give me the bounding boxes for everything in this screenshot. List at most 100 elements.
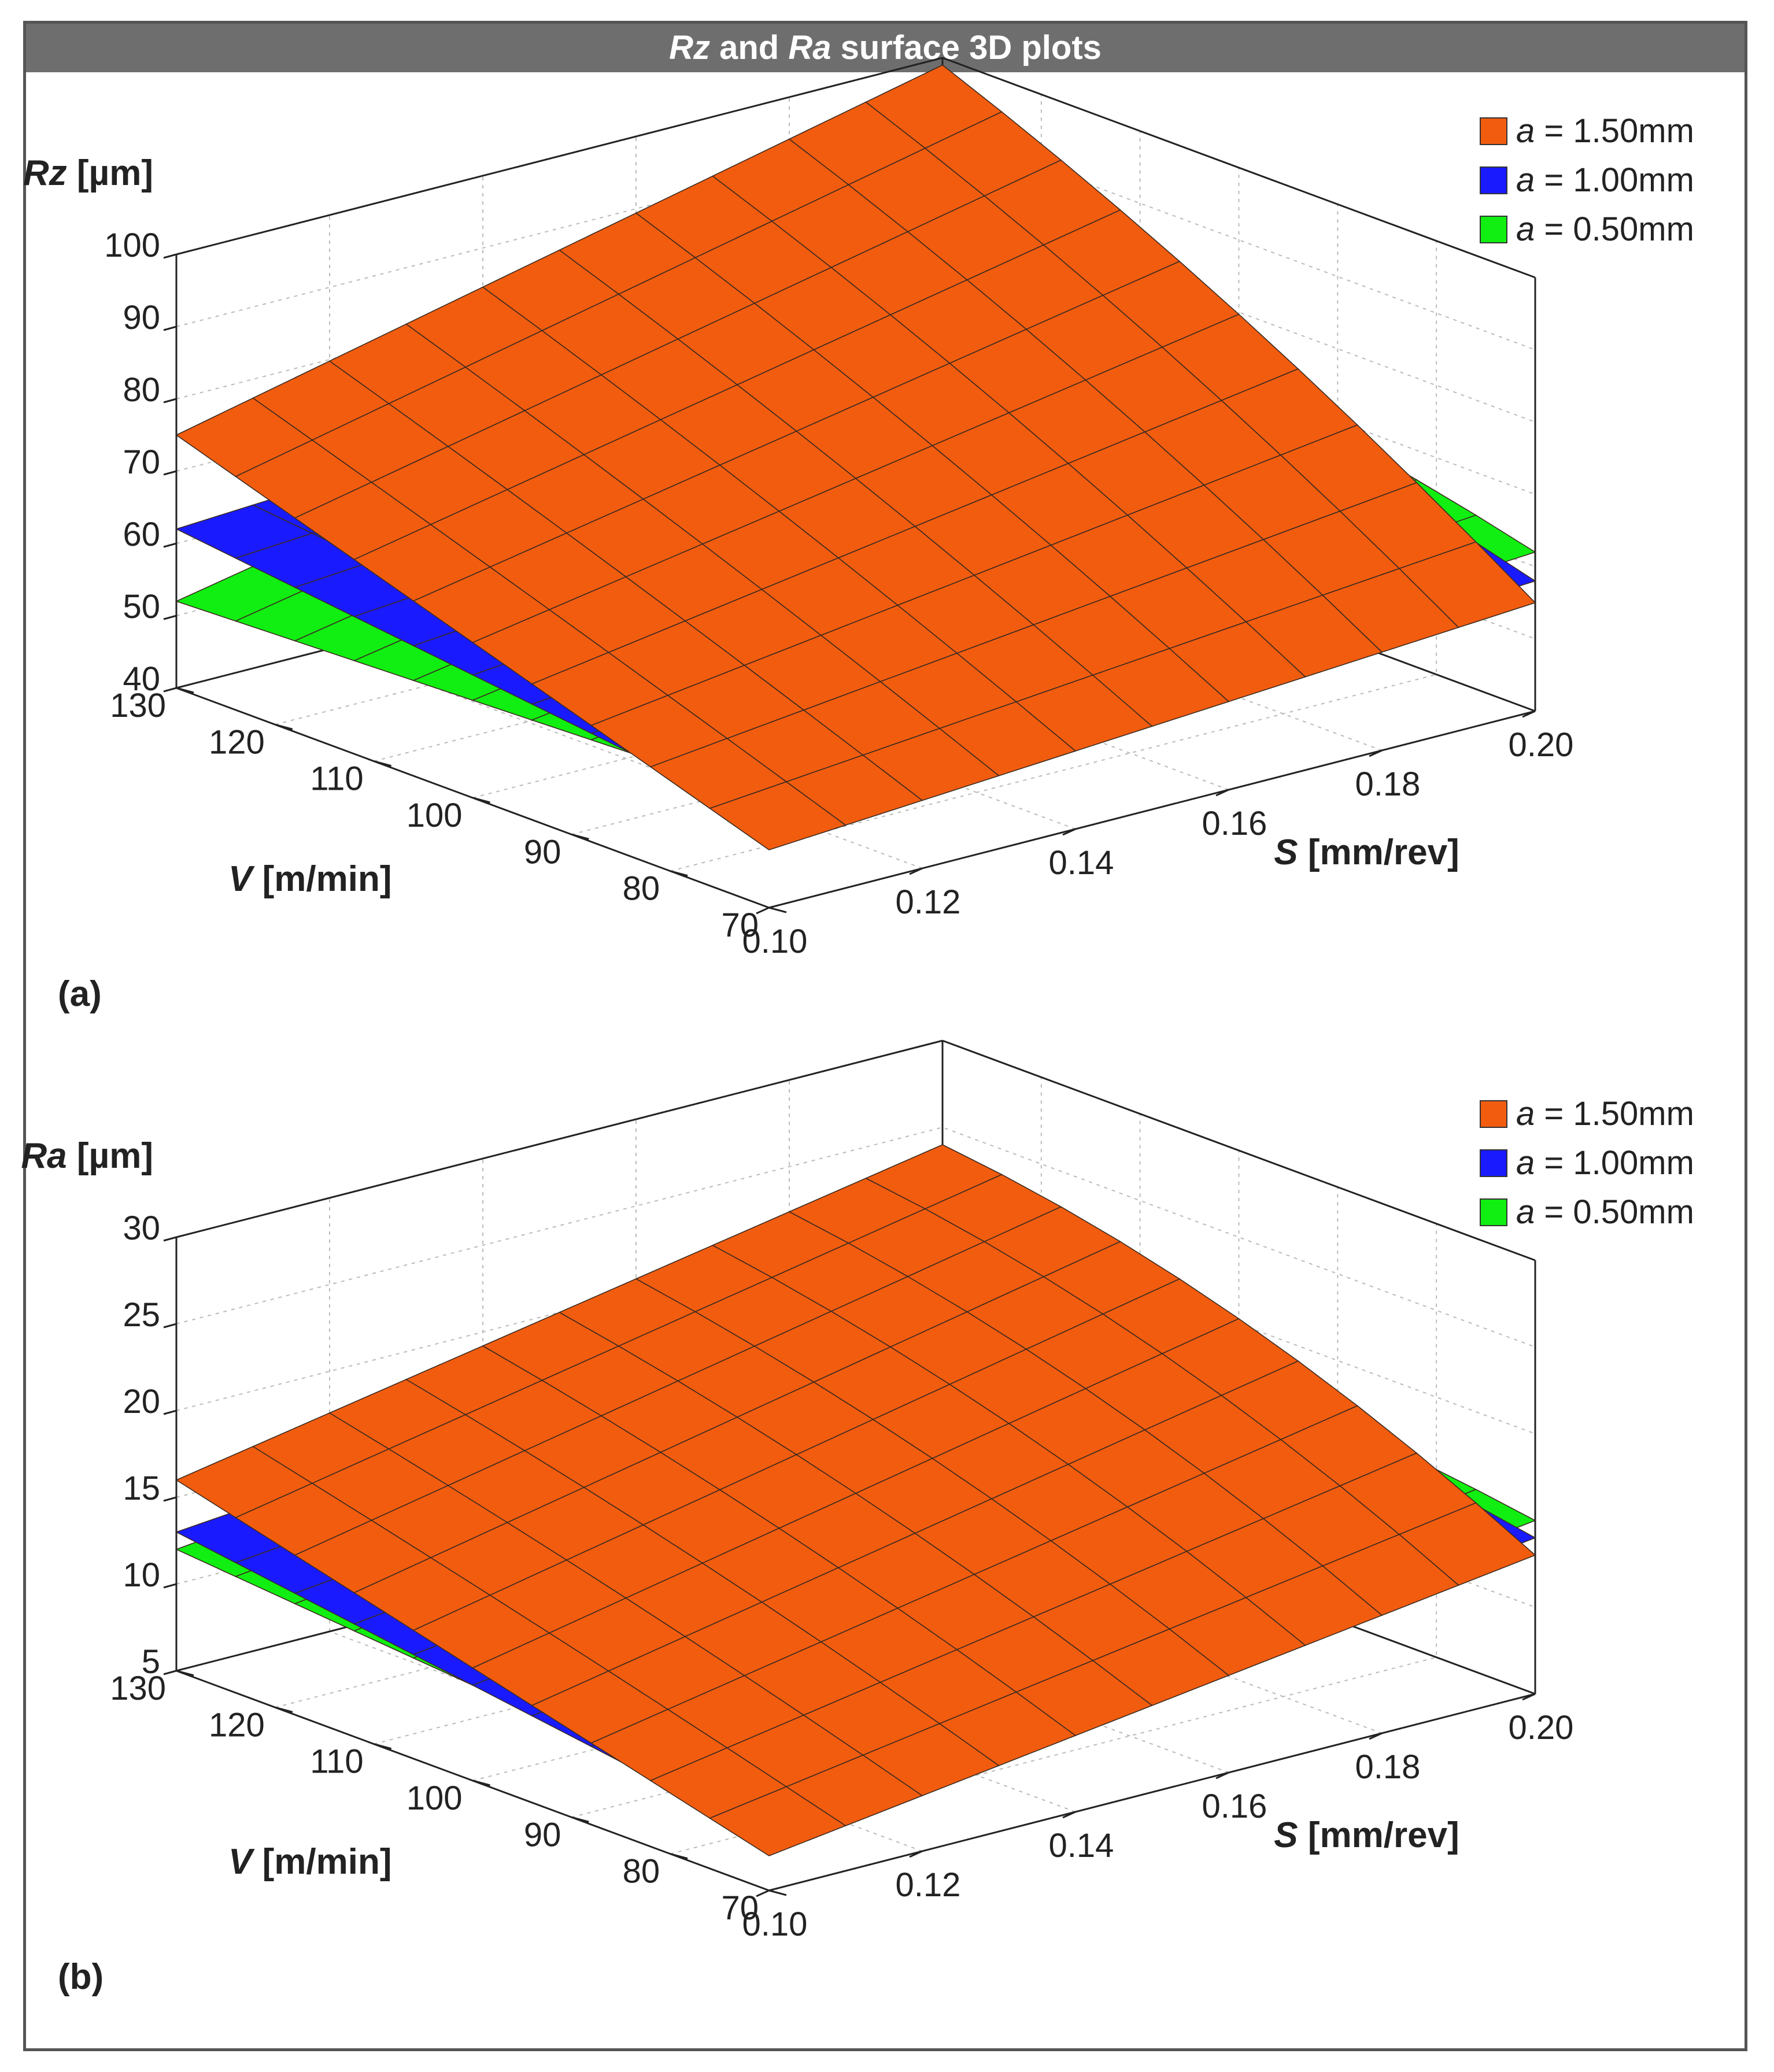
y-tick bbox=[571, 1816, 589, 1823]
z-tick-label: 100 bbox=[104, 227, 160, 264]
legend-label: a = 1.00mm bbox=[1516, 161, 1694, 199]
x-tick bbox=[909, 1850, 923, 1858]
z-tick bbox=[163, 1583, 177, 1589]
y-axis-label: V [m/min] bbox=[228, 859, 391, 899]
legend-swatch bbox=[1480, 117, 1507, 145]
z-tick-label: 5 bbox=[142, 1643, 160, 1681]
legend-label: a = 1.50mm bbox=[1516, 112, 1694, 150]
title-ra: Ra bbox=[788, 29, 831, 66]
grid-line bbox=[472, 168, 1240, 798]
legend-swatch bbox=[1480, 166, 1507, 194]
x-tick bbox=[1215, 789, 1229, 797]
z-tick bbox=[163, 253, 177, 259]
legend-swatch bbox=[1480, 216, 1507, 243]
y-tick-label: 70 bbox=[721, 906, 759, 944]
grid-line bbox=[571, 204, 1339, 835]
y-tick-label: 100 bbox=[406, 1779, 463, 1817]
legend-swatch bbox=[1480, 1198, 1507, 1226]
legend-label: a = 0.50mm bbox=[1516, 1193, 1694, 1231]
y-tick bbox=[670, 1853, 688, 1860]
z-tick-label: 90 bbox=[123, 299, 160, 336]
z-tick bbox=[163, 1409, 177, 1415]
x-tick bbox=[1062, 1811, 1076, 1819]
y-tick bbox=[275, 1706, 293, 1713]
x-axis-label: S [mm/rev] bbox=[1274, 832, 1459, 872]
surface-patch bbox=[1398, 1502, 1536, 1586]
x-tick-label: 0.20 bbox=[1509, 1709, 1574, 1747]
figure-title: Rz and Ra surface 3D plots bbox=[26, 24, 1745, 72]
y-tick bbox=[768, 906, 787, 913]
y-axis-label: V [m/min] bbox=[228, 1842, 391, 1882]
title-rz: Rz bbox=[669, 29, 710, 66]
title-and: and bbox=[719, 29, 779, 66]
axis-line bbox=[942, 57, 1536, 279]
y-tick bbox=[768, 1889, 787, 1896]
z-tick bbox=[163, 470, 177, 476]
z-axis-label: Rz [µm] bbox=[23, 153, 153, 193]
x-tick-label: 0.10 bbox=[742, 1906, 808, 1943]
x-tick bbox=[909, 867, 923, 875]
z-tick-label: 60 bbox=[123, 516, 160, 553]
legend-label: a = 0.50mm bbox=[1516, 210, 1694, 248]
x-tick-label: 0.10 bbox=[742, 923, 808, 960]
grid-line bbox=[472, 1150, 1240, 1781]
chart-b: 5 10 15 20 25 30 0.10 0.12 0.14 0.16 0.18 0.20 70 80 9… bbox=[21, 1039, 1694, 1997]
surface-a-1-50mm bbox=[175, 1144, 1536, 1856]
z-axis-label: Ra [µm] bbox=[21, 1136, 153, 1176]
axis-line bbox=[176, 57, 943, 256]
y-tick-label: 110 bbox=[310, 760, 363, 798]
grid-line bbox=[670, 1223, 1437, 1855]
x-tick bbox=[756, 906, 770, 915]
y-tick bbox=[472, 797, 490, 804]
x-tick-label: 0.16 bbox=[1202, 1788, 1267, 1825]
z-tick bbox=[163, 1236, 177, 1242]
x-tick bbox=[1062, 828, 1076, 836]
y-tick-label: 130 bbox=[110, 1670, 166, 1707]
z-tick bbox=[163, 1323, 177, 1329]
y-tick-label: 130 bbox=[110, 687, 166, 724]
legend-label: a = 1.00mm bbox=[1516, 1144, 1694, 1182]
z-tick-label: 20 bbox=[123, 1383, 160, 1420]
y-tick-label: 90 bbox=[524, 833, 561, 871]
z-tick bbox=[163, 687, 177, 693]
x-tick-label: 0.18 bbox=[1355, 765, 1421, 803]
y-tick bbox=[571, 833, 589, 840]
x-tick-label: 0.18 bbox=[1355, 1748, 1421, 1786]
z-tick-label: 25 bbox=[123, 1296, 160, 1334]
z-tick-label: 50 bbox=[123, 588, 160, 626]
z-tick-label: 15 bbox=[123, 1470, 160, 1507]
axis-line bbox=[942, 1039, 1536, 1261]
y-tick-label: 120 bbox=[209, 723, 265, 761]
y-tick bbox=[670, 870, 688, 877]
axis-line bbox=[768, 710, 1536, 909]
z-tick-label: 80 bbox=[123, 371, 160, 409]
chart-a: 40 50 60 70 80 90 100 0.10 0.12 0.14 0.16 0.18 0.20 7… bbox=[23, 57, 1694, 1014]
title-rest: surface 3D plots bbox=[840, 29, 1102, 66]
y-tick-label: 110 bbox=[310, 1743, 363, 1781]
z-tick bbox=[163, 398, 177, 404]
y-tick bbox=[275, 723, 293, 730]
x-tick-label: 0.20 bbox=[1509, 726, 1574, 764]
legend-swatch bbox=[1480, 1149, 1507, 1177]
x-tick bbox=[1369, 749, 1383, 757]
y-tick bbox=[374, 1743, 392, 1750]
x-tick bbox=[1522, 1693, 1536, 1701]
z-tick bbox=[163, 325, 177, 331]
grid-line bbox=[571, 1187, 1339, 1818]
y-tick bbox=[176, 687, 194, 694]
x-tick-label: 0.14 bbox=[1049, 1827, 1114, 1864]
surface-a-1-50mm bbox=[175, 64, 1536, 850]
z-tick-label: 70 bbox=[123, 443, 160, 481]
axis-line bbox=[768, 1693, 1536, 1892]
x-tick-label: 0.14 bbox=[1049, 844, 1114, 882]
x-tick bbox=[1369, 1732, 1383, 1740]
x-tick-label: 0.16 bbox=[1202, 805, 1267, 842]
x-tick bbox=[756, 1889, 770, 1897]
panel-label: (a) bbox=[58, 974, 102, 1014]
z-tick bbox=[163, 1670, 177, 1675]
y-tick bbox=[374, 760, 392, 767]
y-tick bbox=[176, 1670, 194, 1677]
y-tick bbox=[472, 1779, 490, 1786]
axis-line bbox=[176, 1039, 943, 1238]
x-tick bbox=[1215, 1771, 1229, 1779]
